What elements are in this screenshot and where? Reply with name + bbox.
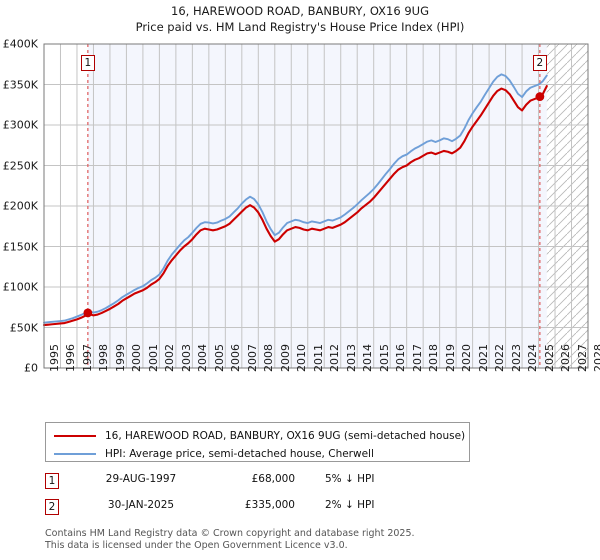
transaction-hpi-delta: 5% ↓ HPI xyxy=(325,473,375,485)
series-line-hpi xyxy=(43,73,548,324)
x-axis-tick-label: 1999 xyxy=(113,344,127,372)
x-axis-tick-label: 2008 xyxy=(262,344,276,372)
y-axis-tick-label: £50K xyxy=(9,321,38,334)
legend-color-swatch xyxy=(54,453,96,455)
x-axis-tick-label: 2015 xyxy=(377,344,391,372)
x-axis-tick-label: 2022 xyxy=(493,344,507,372)
legend-label: HPI: Average price, semi-detached house,… xyxy=(105,448,374,460)
transaction-row[interactable]: 2 30-JAN-2025 £335,000 2% ↓ HPI xyxy=(45,496,465,522)
x-axis-tick-label: 2019 xyxy=(443,344,457,372)
x-axis-tick-label: 2009 xyxy=(278,344,292,372)
x-axis-tick-label: 2010 xyxy=(295,344,309,372)
x-axis-tick-label: 2014 xyxy=(361,344,375,372)
x-axis-tick-label: 1995 xyxy=(48,344,61,372)
x-axis-tick-label: 2026 xyxy=(559,344,573,372)
x-axis-tick-label: 2004 xyxy=(196,344,210,372)
transaction-date: 29-AUG-1997 xyxy=(105,473,177,485)
transaction-index-badge: 1 xyxy=(45,473,59,489)
x-axis-tick-label: 1998 xyxy=(97,344,111,372)
transaction-date: 30-JAN-2025 xyxy=(107,499,175,511)
x-axis-tick-label: 2001 xyxy=(146,344,160,372)
footer-line-1: Contains HM Land Registry data © Crown c… xyxy=(45,528,415,539)
y-axis-tick-label: £0 xyxy=(24,361,38,375)
y-axis-tick-label: £350K xyxy=(2,78,38,91)
x-axis-tick-label: 2027 xyxy=(575,344,589,372)
x-axis-tick-label: 2003 xyxy=(179,344,193,372)
chart-svg xyxy=(42,43,589,369)
y-axis-tick-label: £200K xyxy=(2,199,38,213)
y-axis-tick-label: £150K xyxy=(2,240,38,253)
x-axis-tick-label: 2017 xyxy=(410,344,424,372)
y-axis-tick-label: £300K xyxy=(2,118,38,132)
chart-marker-badge-2[interactable]: 2 xyxy=(532,55,547,71)
x-axis-tick-label: 2025 xyxy=(542,344,556,372)
x-axis-tick-label: 2005 xyxy=(212,344,226,372)
footer-line-2: This data is licensed under the Open Gov… xyxy=(45,539,348,551)
x-axis-tick-label: 1996 xyxy=(64,344,78,372)
legend-item: HPI: Average price, semi-detached house,… xyxy=(46,444,374,464)
x-axis-tick-label: 2016 xyxy=(394,344,408,372)
x-axis-tick-label: 2023 xyxy=(509,344,523,372)
x-axis-tick-label: 1997 xyxy=(80,344,94,372)
transaction-price: £68,000 xyxy=(251,473,295,485)
page-title: 16, HAREWOOD ROAD, BANBURY, OX16 9UG Pri… xyxy=(0,3,600,35)
chart-canvas: £0 £50K £100K £150K £200K £250K £300K £350K £400… xyxy=(2,37,600,375)
x-axis-tick-label: 2007 xyxy=(245,344,259,372)
attribution-footer: Contains HM Land Registry data © Crown c… xyxy=(45,528,585,551)
transaction-price: £335,000 xyxy=(244,499,295,511)
title-line-1: 16, HAREWOOD ROAD, BANBURY, OX16 9UG xyxy=(171,4,429,18)
chart-marker-badge-1[interactable]: 1 xyxy=(80,55,95,71)
x-axis-tick-label: 2002 xyxy=(163,344,177,372)
x-axis-tick-label: 2021 xyxy=(476,344,490,372)
title-line-2: Price paid vs. HM Land Registry's House … xyxy=(135,20,465,34)
plot-frame xyxy=(43,43,589,369)
series-line-price-paid xyxy=(42,85,548,327)
x-axis-tick-label: 2013 xyxy=(344,344,358,372)
x-axis-tick-label: 2018 xyxy=(427,344,441,372)
y-axis-tick-label: £100K xyxy=(2,280,38,294)
x-axis-tick-label: 2006 xyxy=(229,344,243,372)
transaction-hpi-delta: 2% ↓ HPI xyxy=(325,499,375,511)
legend-item: 16, HAREWOOD ROAD, BANBURY, OX16 9UG (se… xyxy=(46,426,465,446)
x-axis-tick-label: 2020 xyxy=(460,344,474,372)
x-axis-tick-label: 2028 xyxy=(592,344,600,372)
x-axis-tick-label: 2000 xyxy=(130,344,144,372)
y-axis-tick-label: £400K xyxy=(2,37,38,51)
sale-point-marker[interactable] xyxy=(83,308,93,318)
x-axis-tick-label: 2012 xyxy=(328,344,342,372)
sale-point-marker[interactable] xyxy=(535,92,545,102)
transaction-index-badge: 2 xyxy=(45,499,59,515)
legend-label: 16, HAREWOOD ROAD, BANBURY, OX16 9UG (se… xyxy=(105,430,466,442)
legend-color-swatch xyxy=(54,435,96,437)
transactions-table: 1 29-AUG-1997 £68,000 5% ↓ HPI 2 30-JAN-2025 £… xyxy=(45,470,465,522)
transaction-row[interactable]: 1 29-AUG-1997 £68,000 5% ↓ HPI xyxy=(45,470,465,496)
x-axis-tick-label: 2024 xyxy=(526,344,540,372)
y-axis-tick-label: £250K xyxy=(2,159,38,172)
chart-legend: 16, HAREWOOD ROAD, BANBURY, OX16 9UG (se… xyxy=(45,422,470,462)
x-axis-tick-label: 2011 xyxy=(311,344,325,372)
